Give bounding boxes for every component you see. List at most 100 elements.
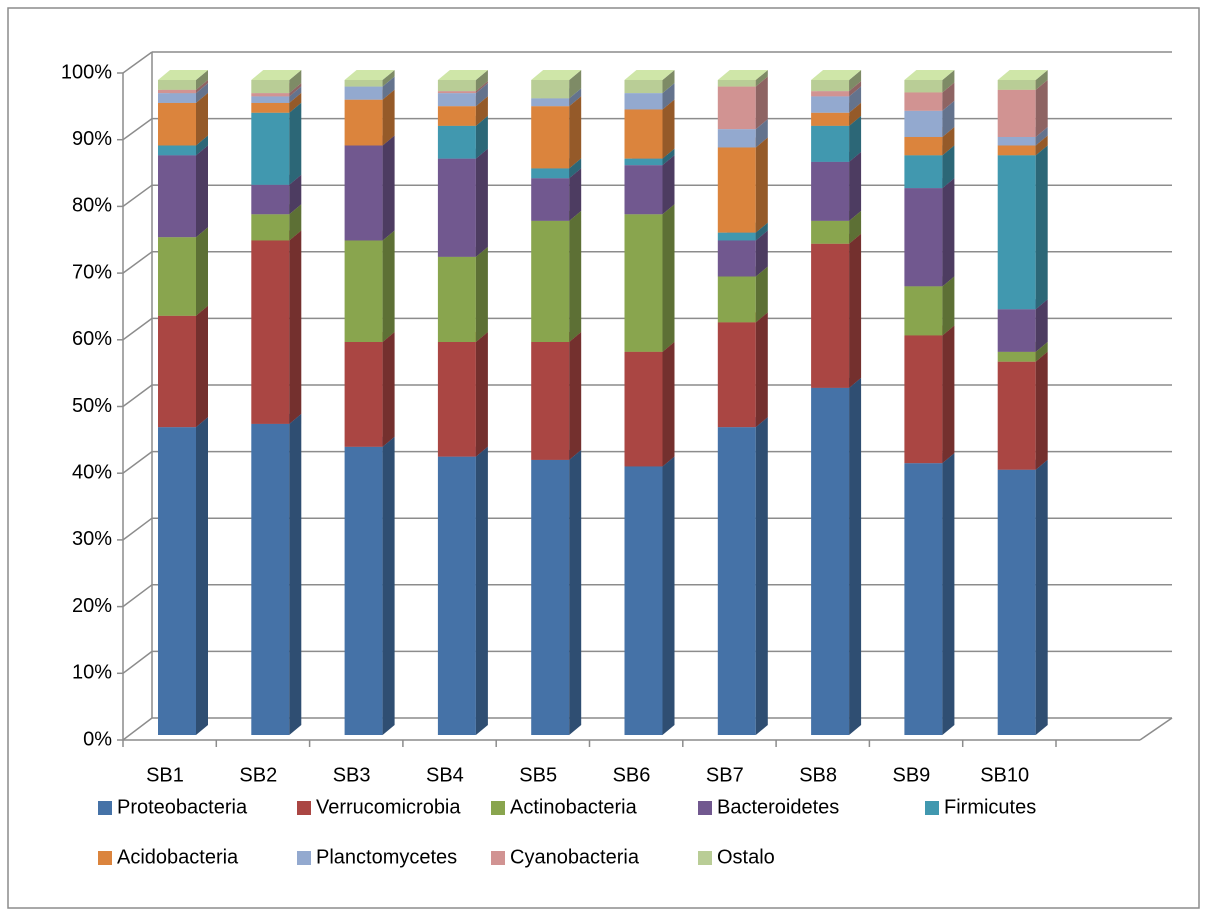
bar-segment <box>811 80 850 92</box>
bar-segment <box>811 220 850 244</box>
bar-side <box>662 155 675 215</box>
bar-side <box>569 70 582 99</box>
bar-side <box>289 102 302 185</box>
y-tick-label: 80% <box>72 195 112 217</box>
bar-segment <box>251 240 290 424</box>
bar-side <box>662 99 675 159</box>
bar-segment <box>251 423 290 735</box>
bar-segment <box>437 456 476 735</box>
bar-top <box>531 70 582 80</box>
bar-side <box>1035 126 1048 146</box>
bar-segment <box>251 112 290 185</box>
bar-side <box>196 417 208 735</box>
bar-side <box>196 135 208 156</box>
grid-line-side <box>122 450 153 474</box>
bar-segment <box>717 129 756 148</box>
grid-line-side <box>122 717 153 741</box>
bar-side <box>849 102 862 126</box>
bar-segment <box>531 80 570 99</box>
bar-segment <box>997 155 1036 310</box>
bar-segment <box>997 351 1036 362</box>
bar-segment <box>997 136 1036 146</box>
bar-segment <box>904 188 943 287</box>
bar-segment <box>437 91 476 94</box>
bar-side <box>942 145 955 189</box>
bar-segment <box>251 80 290 94</box>
bar-side <box>1035 135 1048 156</box>
bar-segment <box>624 214 663 352</box>
bar-side <box>942 453 955 735</box>
grid-line-side <box>122 117 153 141</box>
bar-top <box>811 70 862 80</box>
x-tick-label: SB10 <box>980 764 1029 786</box>
bar-segment <box>251 93 290 97</box>
bar-segment <box>717 240 756 277</box>
bar-side <box>942 325 955 464</box>
bar-segment <box>904 155 943 189</box>
bar-side <box>196 70 208 90</box>
bar-side <box>382 135 395 241</box>
x-tick-label: SB2 <box>239 764 277 786</box>
x-tick-label: SB9 <box>892 764 930 786</box>
bar-segment <box>624 80 663 94</box>
bar-side <box>755 312 768 428</box>
bar-side <box>1035 459 1048 735</box>
bar-segment <box>904 463 943 735</box>
bar-side <box>1035 351 1048 470</box>
bar-segment <box>624 158 663 166</box>
x-tick-label: SB8 <box>799 764 837 786</box>
grid-line-side <box>122 184 153 208</box>
bar-segment <box>437 106 476 126</box>
bar-segment <box>904 335 943 464</box>
bar-side <box>382 76 395 100</box>
grid-line-side <box>122 584 153 608</box>
bar-side <box>569 449 582 735</box>
bar-segment <box>437 256 476 342</box>
y-tick-label: 10% <box>72 662 112 684</box>
bar-segment <box>811 387 850 735</box>
bar-top <box>437 70 488 80</box>
y-tick-label: 20% <box>72 595 112 617</box>
bar-side <box>382 230 395 342</box>
bar-segment <box>158 145 196 156</box>
bar-segment <box>904 136 943 156</box>
bar-side <box>942 276 955 336</box>
bar-segment <box>531 220 570 342</box>
legend-label: Acidobacteria <box>117 846 239 868</box>
bar-side <box>849 210 862 244</box>
bar-side <box>1035 299 1048 352</box>
bar-side <box>849 81 862 97</box>
bar-segment <box>904 92 943 111</box>
bar-side <box>755 137 768 233</box>
bar-side <box>849 70 862 92</box>
bar-segment <box>344 80 383 87</box>
bar-side <box>942 100 955 137</box>
x-tick-label: SB6 <box>613 764 651 786</box>
bar-segment <box>344 86 383 100</box>
bar-segment <box>624 109 663 159</box>
bar-side <box>1035 79 1048 137</box>
bar-side <box>289 230 302 424</box>
x-tick-label: SB4 <box>426 764 464 786</box>
bar-segment <box>158 102 196 146</box>
legend-label: Ostalo <box>717 846 775 868</box>
bar-side <box>289 413 302 735</box>
bar-side <box>382 332 395 447</box>
bar-side <box>289 174 302 215</box>
bar-segment <box>997 361 1036 470</box>
bar-segment <box>997 145 1036 156</box>
bar-side <box>475 83 488 107</box>
bar-side <box>662 83 675 110</box>
legend-swatch <box>98 801 112 815</box>
bar-segment <box>158 155 196 238</box>
bar-segment <box>531 168 570 179</box>
bar-segment <box>624 165 663 215</box>
legend-label: Cyanobacteria <box>510 846 640 868</box>
bar-side <box>849 377 862 735</box>
bar-side <box>755 76 768 130</box>
bar-segment <box>344 99 383 146</box>
grid-line-side <box>122 384 153 408</box>
bar-segment <box>904 110 943 137</box>
bar-segment <box>344 446 383 735</box>
